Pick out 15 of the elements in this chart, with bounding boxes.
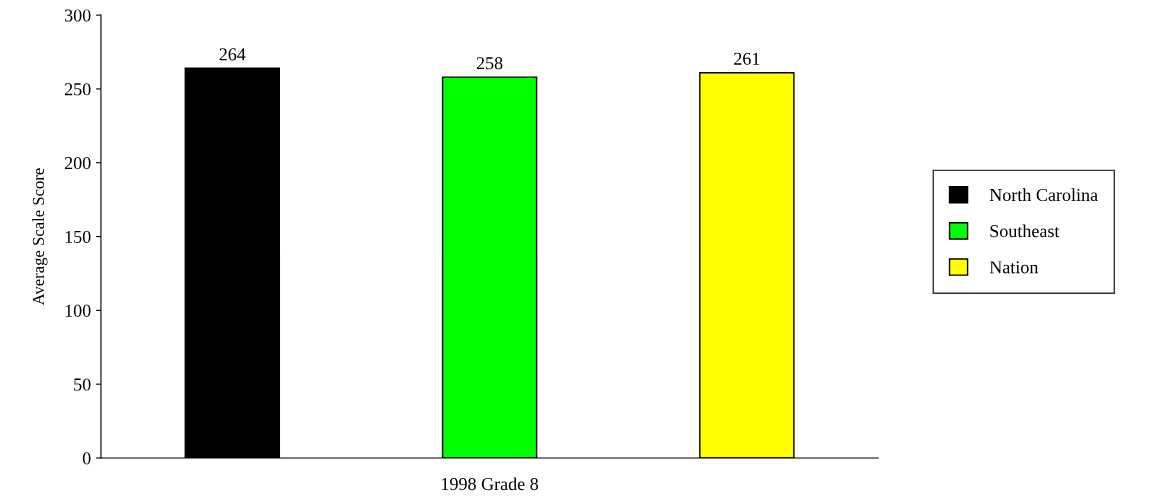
data-label: 261 bbox=[734, 52, 760, 65]
y-tick-label: 100 bbox=[65, 304, 91, 317]
y-tick-label: 300 bbox=[65, 9, 91, 22]
data-label: 264 bbox=[219, 48, 246, 61]
y-tick-label: 250 bbox=[64, 83, 91, 96]
y-tick-label: 150 bbox=[65, 230, 91, 243]
y-tick-label: 0 bbox=[82, 452, 91, 465]
x-tick-label: 1998 Grade 8 bbox=[442, 477, 539, 491]
y-axis-title: Average Scale Score bbox=[32, 168, 48, 306]
legend-label: Southeast bbox=[990, 224, 1060, 238]
legend-label: North Carolina bbox=[989, 188, 1098, 202]
legend-label: Nation bbox=[989, 261, 1039, 274]
data-label: 258 bbox=[476, 57, 503, 70]
y-tick-label: 200 bbox=[64, 157, 91, 170]
y-tick-label: 50 bbox=[74, 378, 91, 391]
